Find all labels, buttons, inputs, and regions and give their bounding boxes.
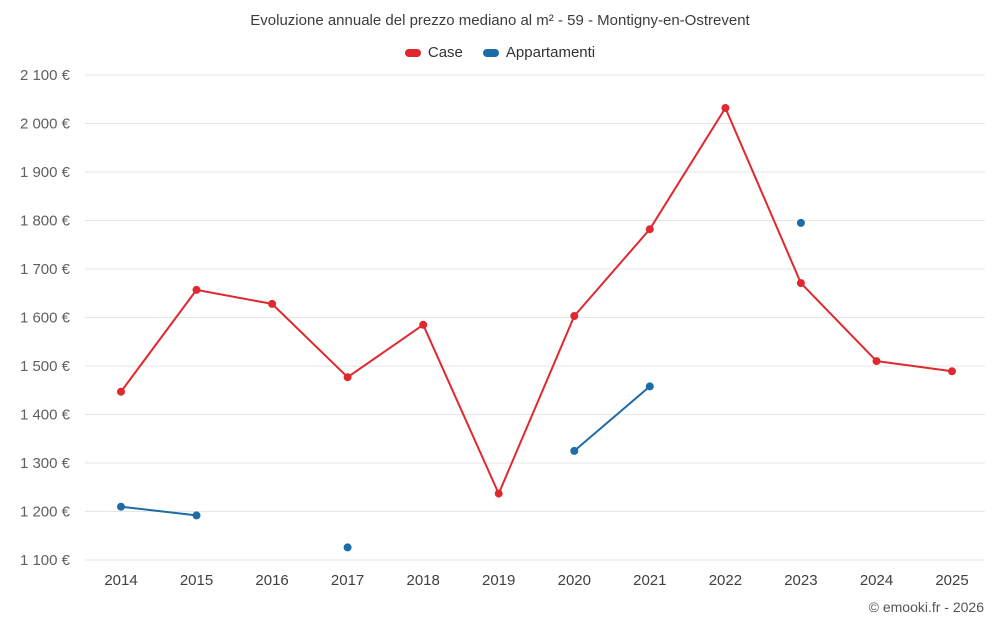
svg-text:2016: 2016 (255, 572, 288, 589)
svg-text:2014: 2014 (104, 572, 137, 589)
copyright-footer: © emooki.fr - 2026 (868, 599, 984, 615)
svg-text:2018: 2018 (407, 572, 440, 589)
svg-text:1 200 €: 1 200 € (20, 504, 71, 521)
svg-text:2 100 €: 2 100 € (20, 67, 71, 84)
svg-text:2022: 2022 (709, 572, 742, 589)
svg-text:2020: 2020 (558, 572, 591, 589)
svg-text:1 900 €: 1 900 € (20, 164, 71, 181)
svg-text:1 400 €: 1 400 € (20, 407, 71, 424)
case-legend-label: Case (427, 44, 463, 61)
case-legend-marker (404, 48, 421, 57)
svg-text:2023: 2023 (784, 572, 817, 589)
appartamenti-legend-marker (482, 48, 499, 57)
svg-text:2025: 2025 (935, 572, 968, 589)
svg-text:2015: 2015 (180, 572, 213, 589)
svg-text:1 800 €: 1 800 € (20, 213, 71, 230)
svg-text:1 300 €: 1 300 € (20, 455, 71, 472)
appartamenti-legend-label: Appartamenti (505, 44, 596, 61)
svg-text:2021: 2021 (633, 572, 666, 589)
svg-text:2 000 €: 2 000 € (20, 116, 71, 133)
svg-text:1 500 €: 1 500 € (20, 358, 71, 375)
svg-text:1 600 €: 1 600 € (20, 310, 71, 327)
svg-text:2019: 2019 (482, 572, 515, 589)
chart-legend: Case Appartamenti (0, 44, 1000, 61)
svg-text:1 700 €: 1 700 € (20, 261, 71, 278)
chart-title: Evoluzione annuale del prezzo mediano al… (250, 12, 750, 29)
legend-item-appartamenti[interactable]: Appartamenti (482, 44, 596, 61)
svg-text:1 100 €: 1 100 € (20, 552, 71, 569)
svg-text:2017: 2017 (331, 572, 364, 589)
legend-item-case[interactable]: Case (404, 44, 463, 61)
svg-text:2024: 2024 (860, 572, 893, 589)
